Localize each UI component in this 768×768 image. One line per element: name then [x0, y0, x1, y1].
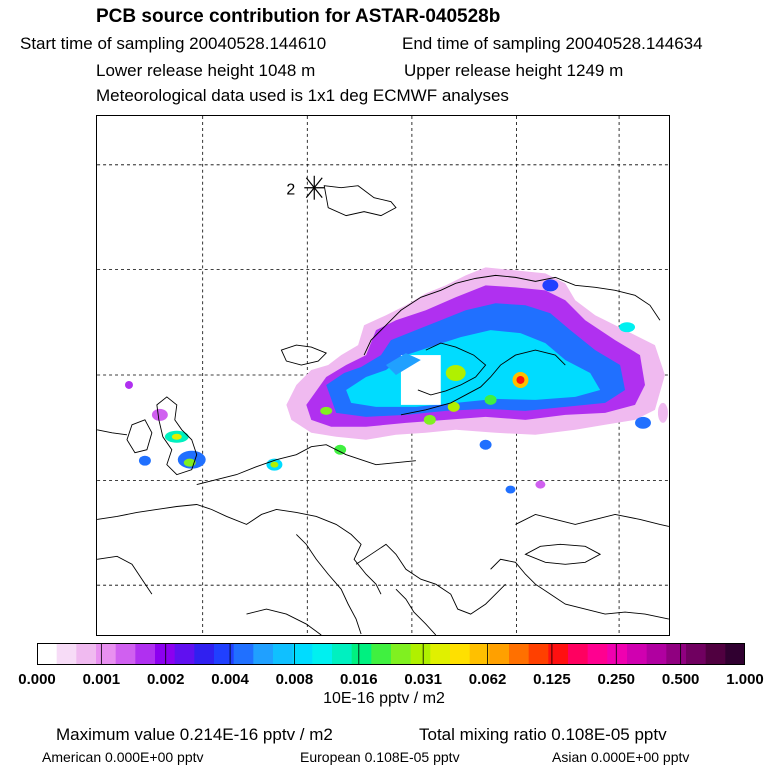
legend-swatch	[646, 643, 667, 665]
legend-swatch	[174, 643, 195, 665]
legend-tick-label: 0.500	[661, 671, 700, 688]
legend-tick-label: 0.000	[18, 671, 56, 688]
legend-swatch	[548, 643, 569, 665]
legend-tick-label: 0.031	[404, 671, 442, 688]
total-mixing-ratio-label: Total mixing ratio 0.108E-05 pptv	[419, 725, 667, 744]
legend-swatch	[391, 643, 412, 665]
legend-swatch	[56, 643, 77, 665]
legend-swatch	[135, 643, 156, 665]
coastlines	[97, 185, 669, 635]
concentration-field	[124, 267, 668, 494]
legend-swatch	[371, 643, 392, 665]
upper-release-height-label: Upper release height 1249 m	[404, 61, 624, 80]
plot-title: PCB source contribution for ASTAR-040528…	[96, 6, 501, 27]
legend-tick-label: 0.125	[533, 671, 571, 688]
legend-swatch	[627, 643, 648, 665]
legend-swatch	[430, 643, 451, 665]
legend-swatch	[489, 643, 510, 665]
legend-border	[37, 643, 745, 665]
legend-tick-label: 0.008	[275, 671, 314, 688]
legend-swatch	[214, 643, 235, 665]
lower-release-height-label: Lower release height 1048 m	[96, 61, 316, 80]
legend-tick-label: 0.062	[468, 671, 507, 688]
legend-swatch	[292, 643, 313, 665]
legend-swatch	[587, 643, 608, 665]
legend-swatch	[115, 643, 136, 665]
legend-swatch	[666, 643, 687, 665]
european-contribution-label: European 0.108E-05 pptv	[300, 749, 460, 765]
legend-swatch	[469, 643, 490, 665]
legend-swatch	[509, 643, 530, 665]
legend-swatch	[410, 643, 431, 665]
legend-swatch	[450, 643, 471, 665]
star-marker-icon	[304, 175, 325, 200]
legend-unit-label: 10E-16 pptv / m2	[323, 690, 445, 707]
legend-tick-label: 0.001	[82, 671, 121, 688]
legend-swatch	[686, 643, 707, 665]
legend-swatch	[273, 643, 294, 665]
end-time-label: End time of sampling 20040528.144634	[402, 34, 703, 53]
legend-swatch	[725, 643, 745, 665]
american-contribution-label: American 0.000E+00 pptv	[42, 749, 204, 765]
legend-tick-label: 0.002	[146, 671, 185, 688]
legend-swatch	[351, 643, 372, 665]
legend-swatch	[568, 643, 589, 665]
legend-tick-label: 0.016	[340, 671, 378, 688]
release-marker: 2	[286, 175, 325, 200]
legend-swatch	[607, 643, 628, 665]
legend-swatch	[332, 643, 353, 665]
legend-swatch	[528, 643, 549, 665]
legend-tick-label: 0.004	[211, 671, 249, 688]
legend-swatch	[37, 643, 58, 665]
legend-swatch	[194, 643, 215, 665]
meteorological-data-label: Meteorological data used is 1x1 deg ECMW…	[96, 86, 509, 105]
maximum-value-label: Maximum value 0.214E-16 pptv / m2	[56, 725, 333, 744]
release-marker-label: 2	[286, 182, 295, 199]
legend-swatch	[253, 643, 274, 665]
legend-swatch	[705, 643, 726, 665]
legend-swatch	[76, 643, 97, 665]
legend-swatch	[233, 643, 254, 665]
asian-contribution-label: Asian 0.000E+00 pptv	[552, 749, 690, 765]
start-time-label: Start time of sampling 20040528.144610	[20, 34, 327, 53]
legend-tick-label: 1.000	[726, 671, 764, 688]
legend-tick-label: 0.250	[597, 671, 636, 688]
legend-swatch	[312, 643, 333, 665]
legend-swatch	[96, 643, 117, 665]
legend-swatch	[155, 643, 176, 665]
color-legend	[37, 643, 745, 665]
map-panel: 2	[96, 115, 670, 636]
